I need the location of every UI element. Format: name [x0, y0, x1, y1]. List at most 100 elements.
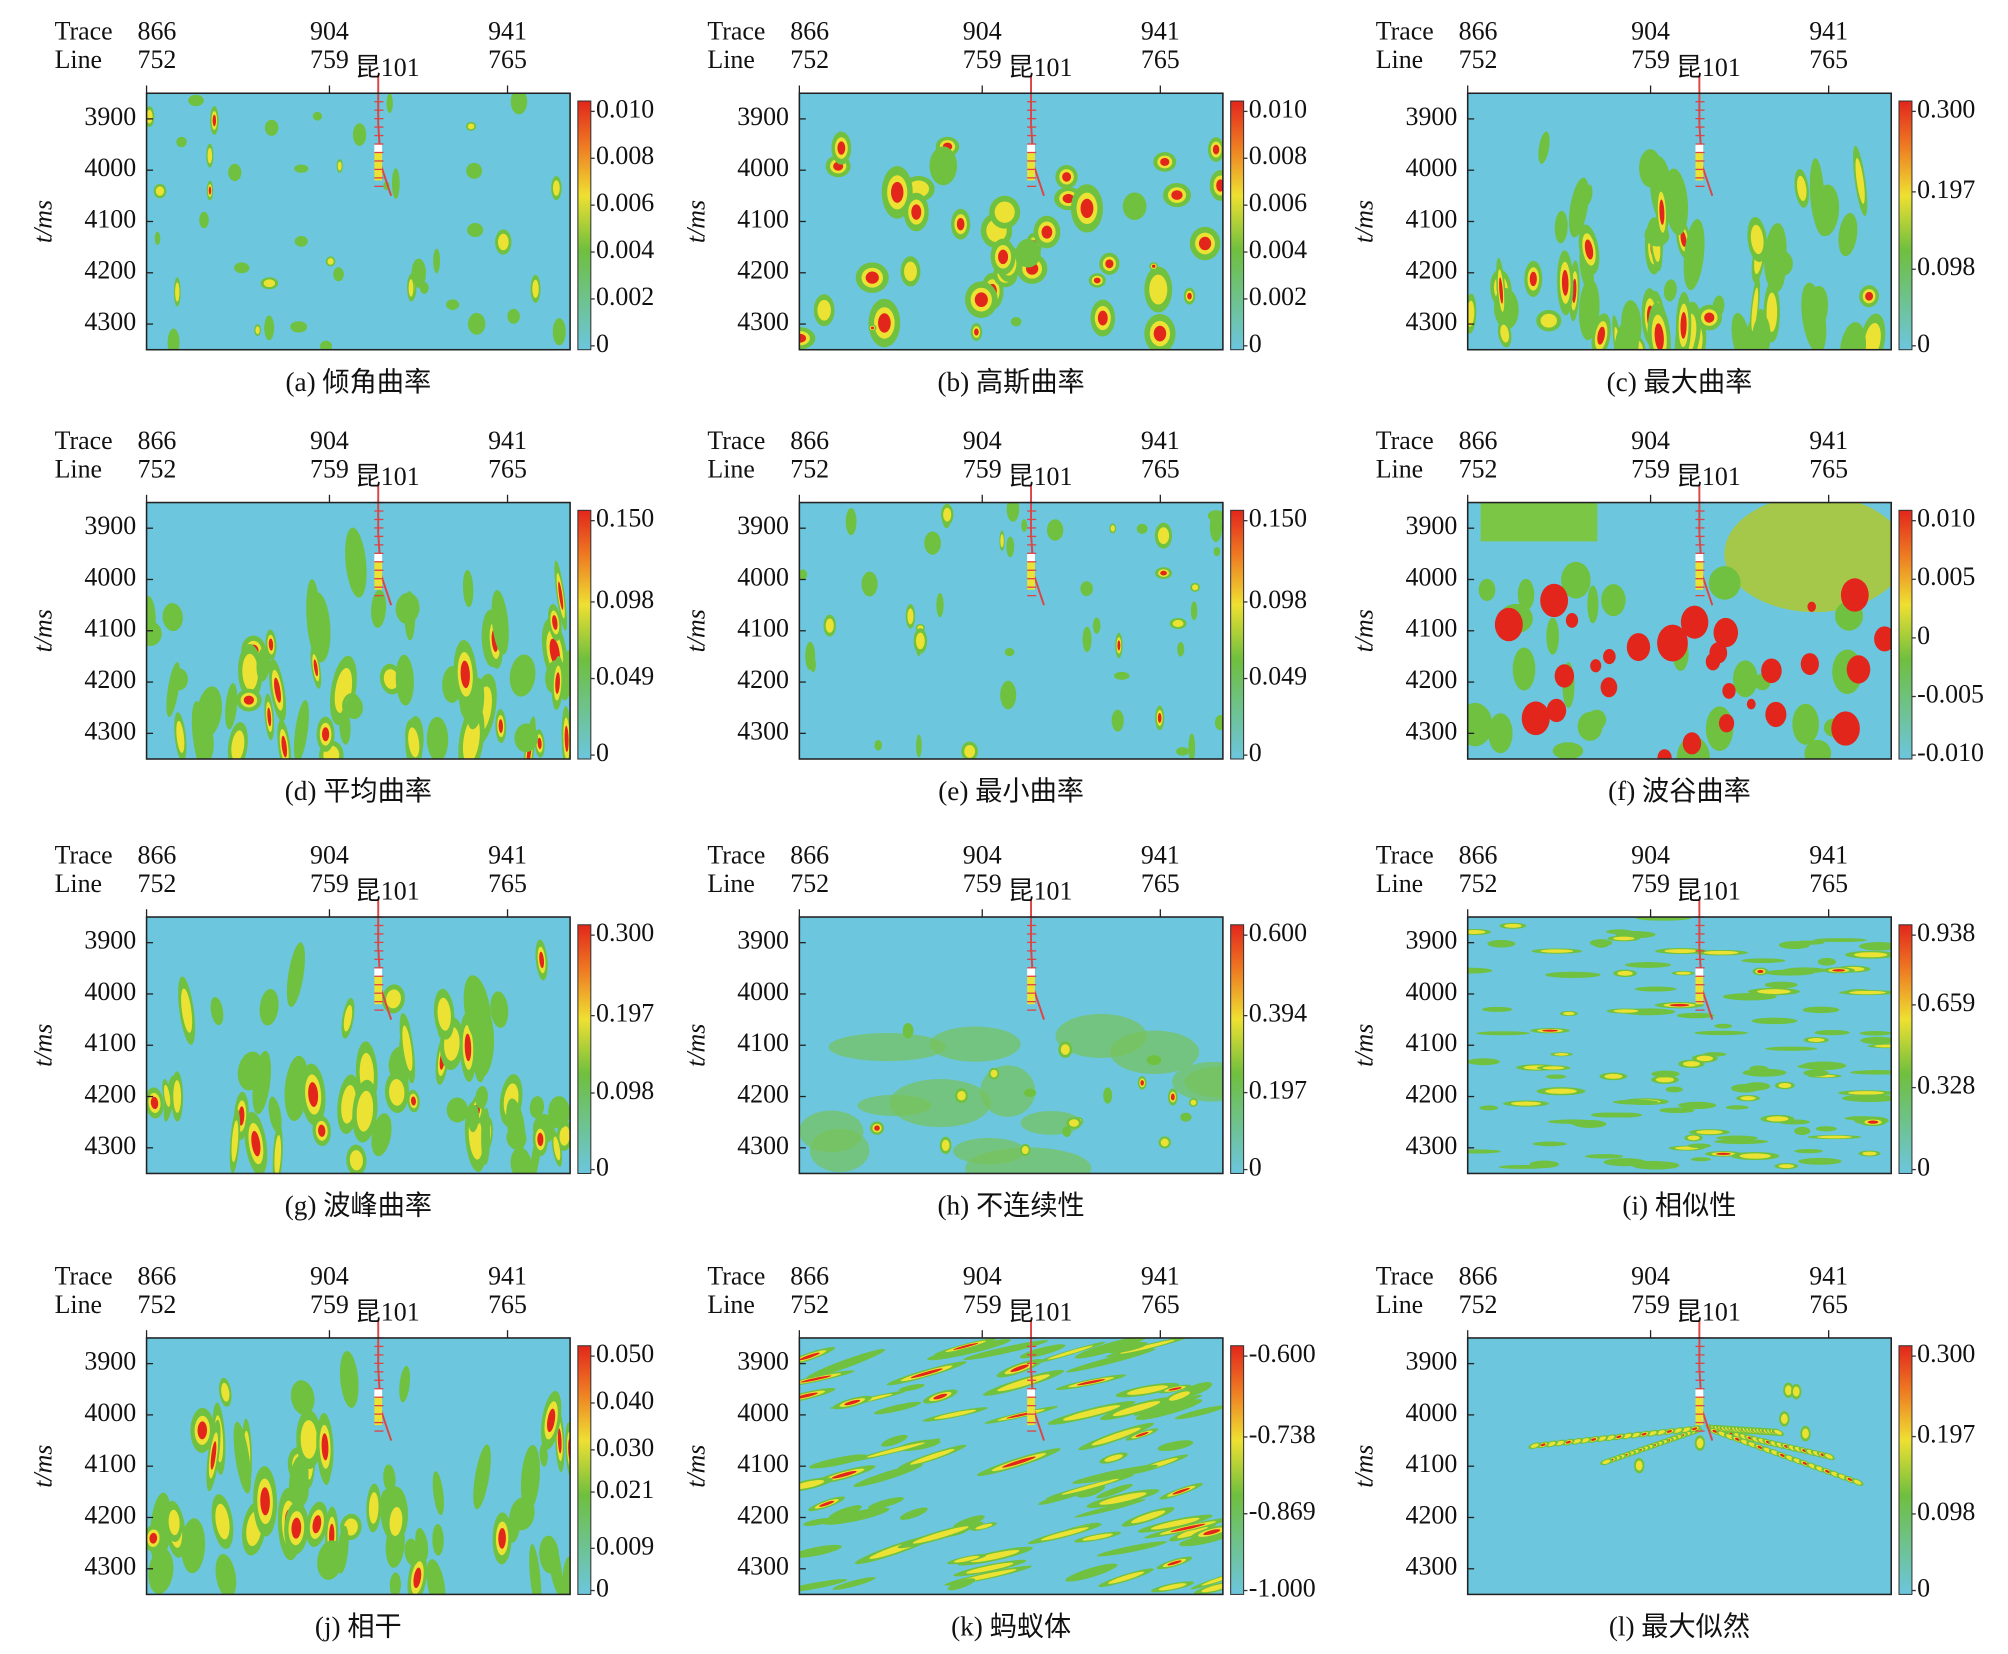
- blob: [1545, 1074, 1567, 1079]
- blob: [799, 1544, 842, 1558]
- blob: [520, 1444, 540, 1512]
- trace-tick-label: 866: [1459, 1261, 1498, 1290]
- y-tick-label: 3900: [737, 102, 789, 131]
- trace-label: Trace: [55, 840, 113, 869]
- caption: (b) 高斯曲率: [937, 367, 1084, 397]
- colorbar-tick-label: -0.869: [1249, 1497, 1316, 1526]
- line-tick-label: 765: [1141, 1290, 1180, 1319]
- colorbar-tick-label: -0.600: [1249, 1339, 1316, 1368]
- blob: [1657, 624, 1688, 662]
- well-log: [374, 553, 383, 562]
- blob: [1157, 713, 1162, 723]
- blob: [1131, 1510, 1166, 1524]
- well-log: [374, 968, 383, 977]
- blob: [1093, 277, 1101, 284]
- blob: [1803, 1069, 1829, 1077]
- blob: [237, 1051, 264, 1091]
- blob: [497, 233, 509, 251]
- colorbar-tick-label: 0: [1917, 1153, 1930, 1182]
- well-log: [374, 149, 383, 181]
- blob: [1641, 1432, 1647, 1436]
- blob: [1482, 1006, 1513, 1012]
- blob: [1540, 1443, 1546, 1447]
- blob: [1794, 1148, 1823, 1154]
- blob: [162, 603, 183, 632]
- y-axis-label: t/ms: [1350, 200, 1379, 243]
- colorbar-tick-label: 0.050: [596, 1339, 654, 1368]
- blob: [231, 1120, 239, 1163]
- blob: [933, 1393, 948, 1400]
- blob: [1000, 680, 1017, 710]
- blob: [1096, 1541, 1167, 1557]
- blob: [1757, 969, 1764, 974]
- blob: [1591, 1438, 1597, 1441]
- blob: [861, 571, 878, 597]
- blob: [1847, 1478, 1853, 1482]
- blob: [866, 1442, 925, 1458]
- blob: [936, 592, 944, 618]
- blob: [1126, 1385, 1168, 1395]
- colorbar-tick-label: 0.300: [1917, 94, 1975, 123]
- line-tick-label: 752: [138, 869, 177, 898]
- blob: [1600, 677, 1618, 698]
- well-label: 昆101: [1676, 1298, 1741, 1327]
- blob: [1540, 583, 1569, 618]
- y-tick-label: 3900: [1406, 511, 1458, 540]
- blob: [1813, 938, 1868, 943]
- blob: [1683, 219, 1705, 291]
- blob: [1096, 1483, 1133, 1499]
- blob: [1117, 640, 1121, 651]
- blob: [386, 989, 401, 1009]
- well-label: 昆101: [1008, 462, 1073, 491]
- blob: [1467, 1149, 1502, 1154]
- well-label: 昆101: [1676, 53, 1741, 82]
- colorbar-tick-label: 0.150: [596, 504, 654, 533]
- blob: [1855, 158, 1865, 204]
- blob: [907, 608, 914, 625]
- blob: [228, 163, 242, 181]
- blob: [288, 1455, 309, 1506]
- colorbar-tick-label: 0: [596, 1153, 609, 1182]
- blob: [822, 1507, 890, 1525]
- blob: [994, 201, 1015, 223]
- blob: [1850, 1070, 1892, 1075]
- blob: [874, 1125, 880, 1131]
- blob: [561, 1556, 571, 1595]
- y-tick-label: 4000: [84, 977, 136, 1006]
- blob: [1082, 626, 1092, 653]
- blob: [510, 1147, 532, 1174]
- blob: [221, 1382, 230, 1402]
- trace-tick-label: 941: [1141, 1261, 1180, 1290]
- colorbar-tick-label: 0.004: [596, 235, 654, 264]
- blob: [837, 141, 846, 155]
- blob: [1603, 648, 1616, 665]
- line-tick-label: 752: [1459, 454, 1498, 483]
- blob: [312, 1515, 322, 1534]
- y-tick-label: 4200: [737, 665, 789, 694]
- blob: [1068, 1119, 1079, 1127]
- colorbar: [577, 100, 592, 351]
- trace-tick-label: 866: [1459, 17, 1498, 46]
- blob: [1613, 1009, 1639, 1013]
- blob: [1151, 264, 1156, 268]
- trace-tick-label: 941: [1809, 426, 1848, 455]
- line-tick-label: 759: [963, 1290, 1002, 1319]
- caption: (d) 平均曲率: [285, 776, 432, 806]
- trace-label: Trace: [707, 426, 765, 455]
- blob: [998, 249, 1009, 265]
- blob: [1080, 198, 1094, 219]
- blob: [1859, 1031, 1892, 1036]
- line-label: Line: [1376, 45, 1423, 74]
- blob: [1500, 324, 1510, 343]
- blob: [404, 1538, 420, 1566]
- blob: [1540, 949, 1574, 953]
- blob: [149, 1532, 158, 1544]
- blob: [1590, 659, 1602, 673]
- blob: [333, 267, 344, 282]
- blob: [825, 618, 834, 633]
- trace-label: Trace: [1376, 840, 1434, 869]
- blob: [1794, 1126, 1811, 1136]
- blob: [1659, 1107, 1695, 1114]
- colorbar: [1898, 100, 1913, 351]
- blob: [1540, 313, 1557, 328]
